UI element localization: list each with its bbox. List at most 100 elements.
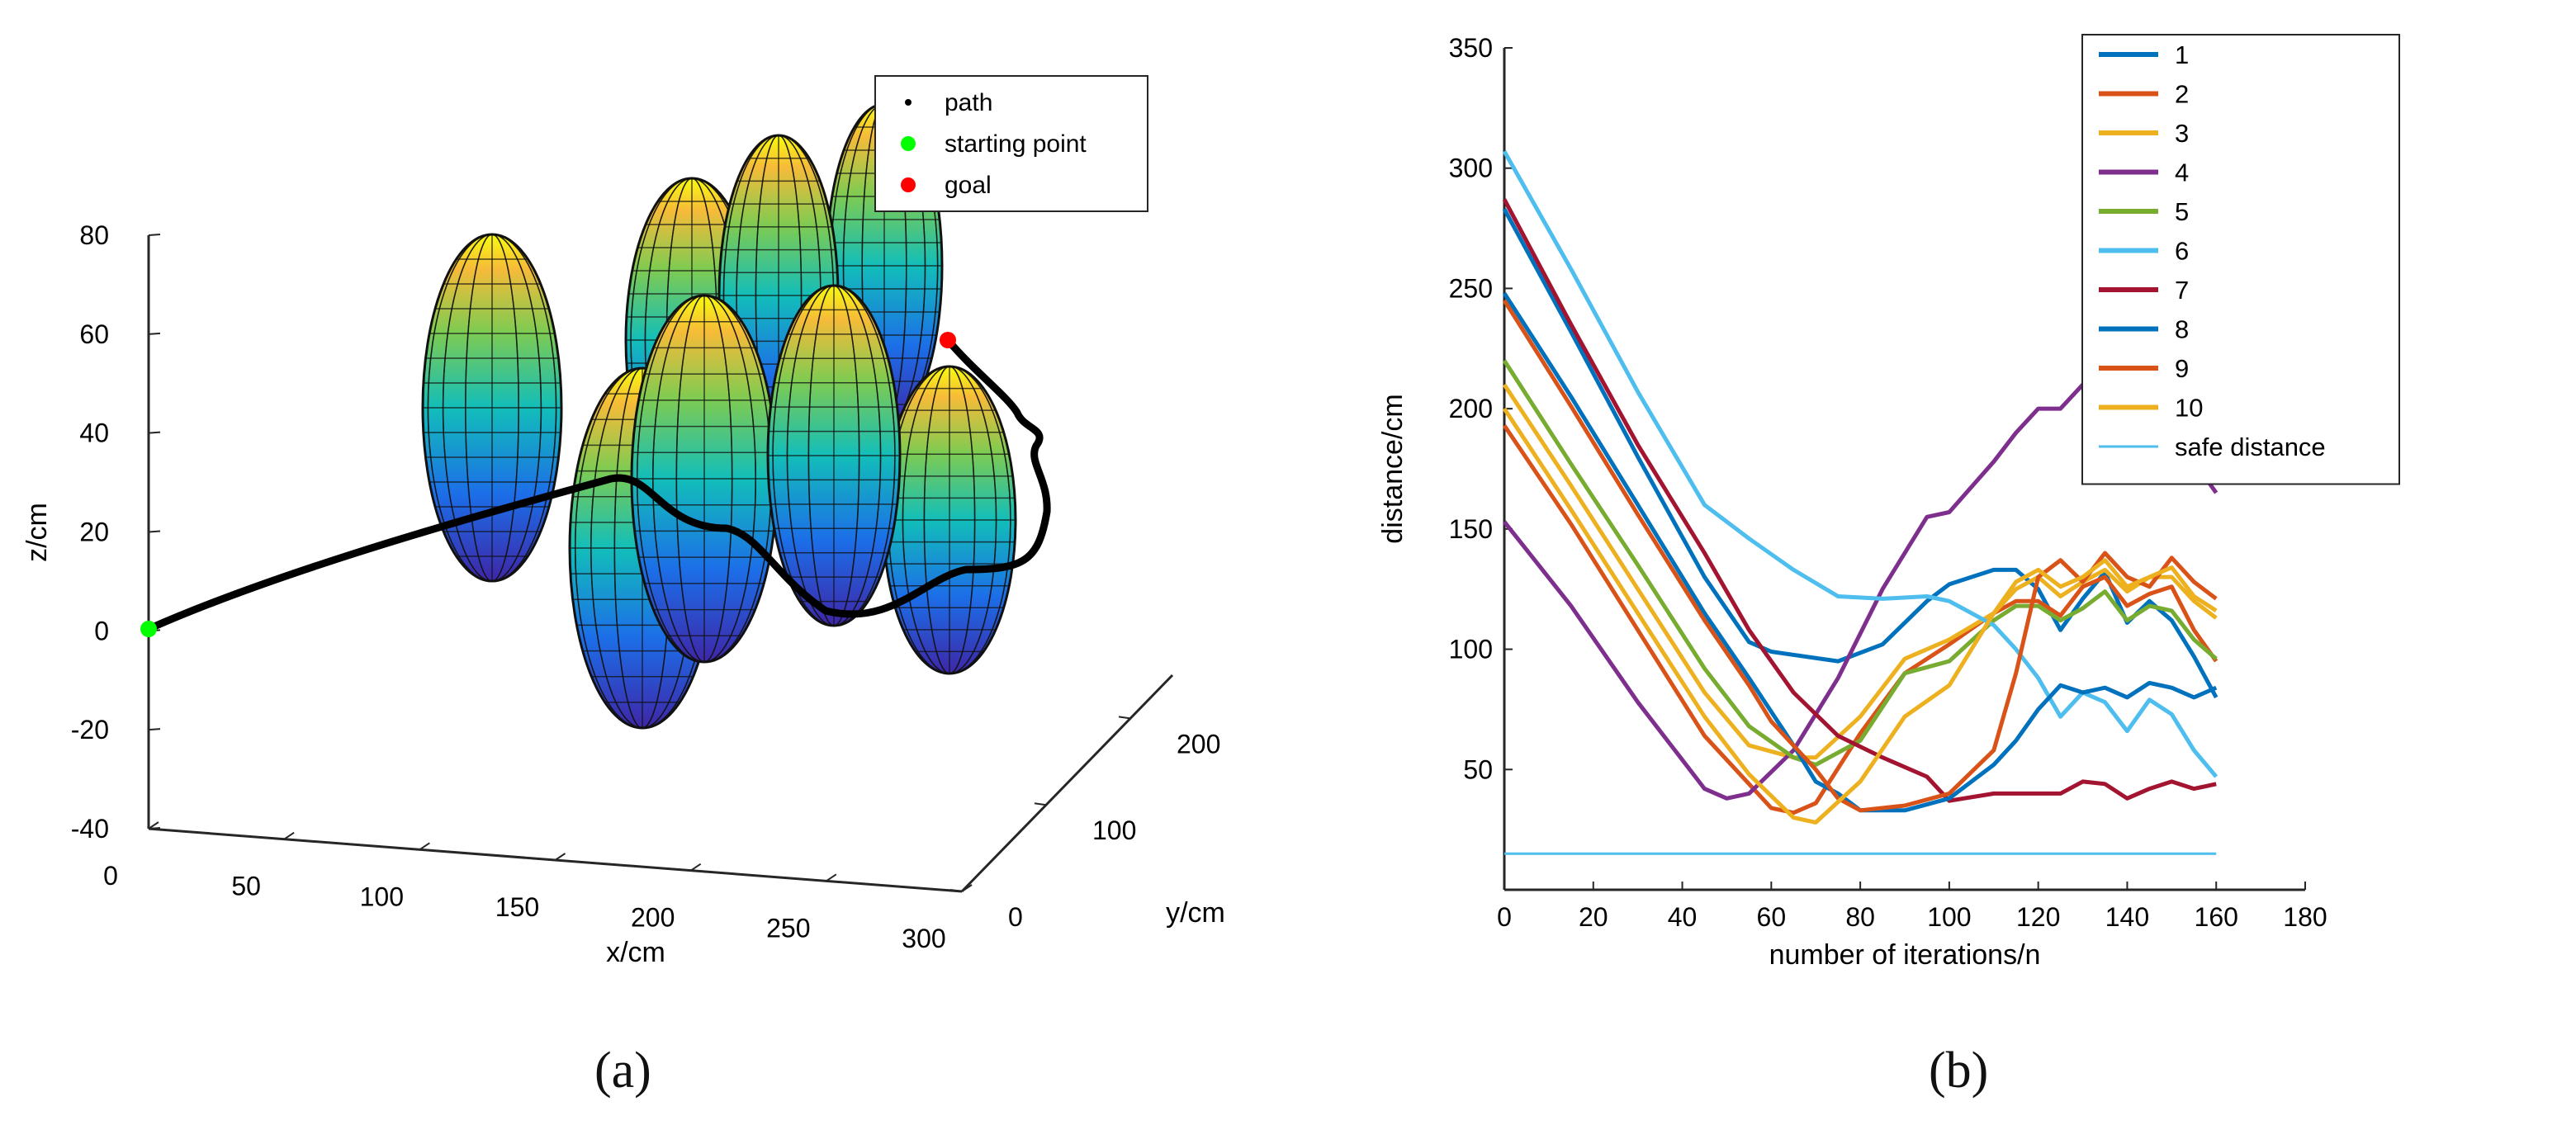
legend-box-b <box>2081 34 2400 485</box>
z-tick-label-a: 80 <box>79 220 109 250</box>
y-tick-label-b: 50 <box>1463 754 1493 784</box>
x-tick-label-b: 20 <box>1579 902 1608 932</box>
panel-a-3d-path-plot: 80 60 40 20 0 -20 -40 0 50 100 150 200 250 300 0 100 200… <box>21 75 1225 968</box>
y-tick-label-a: 200 <box>1177 729 1220 759</box>
y-tick-label-a: 0 <box>1008 902 1023 932</box>
path-a <box>140 332 1051 637</box>
y-tick-label-b: 200 <box>1449 394 1493 423</box>
y-tick-label-b: 100 <box>1449 635 1493 664</box>
plot-b-svg: 0 20 40 60 80 100 120 140 160 180 50 100 150 200 250 30… <box>1377 33 2400 971</box>
legend-label-a-0: path <box>945 89 992 116</box>
x-tick-label-b: 160 <box>2195 902 2238 932</box>
z-tick-mark-a <box>148 234 161 236</box>
x-tick-mark-a <box>961 884 973 892</box>
series-line-8 <box>1502 291 2218 813</box>
z-tick-label-a: 40 <box>79 418 109 448</box>
x-tick-mark-a <box>554 853 566 861</box>
x-tick-mark-a <box>419 842 430 851</box>
y-tick-mark-a <box>949 889 963 892</box>
x-tick-label-a: 0 <box>103 861 118 891</box>
y-tick-label-b: 300 <box>1449 154 1493 183</box>
x-tick-label-b: 100 <box>1927 902 1971 932</box>
z-axis-label-a: z/cm <box>21 503 53 562</box>
series-line-7 <box>1502 198 2217 803</box>
x-tick-label-b: 180 <box>2283 902 2327 932</box>
y-tick-label-b: 150 <box>1449 514 1493 544</box>
legend-label-7: 7 <box>2175 276 2189 305</box>
legend-label-1: 1 <box>2175 40 2189 69</box>
legend-marker-0 <box>905 99 912 106</box>
y-axis-label-a: y/cm <box>1166 897 1225 929</box>
y-tick-label-b: 250 <box>1449 273 1493 303</box>
obstacle-ellipsoid-6 <box>882 365 1017 675</box>
legend-label-5: 5 <box>2175 197 2189 226</box>
legend-label-11: safe distance <box>2175 433 2326 461</box>
x-tick-mark-a <box>148 821 159 830</box>
legend-marker-1 <box>901 136 916 151</box>
x-tick-label-a: 300 <box>902 924 945 953</box>
x-tick-label-b: 140 <box>2105 902 2149 932</box>
x-tick-mark-a <box>826 873 837 882</box>
legend-label-4: 4 <box>2175 158 2189 187</box>
panel-label-a: (a) <box>594 1042 651 1099</box>
legend-label-9: 9 <box>2175 354 2189 383</box>
x-tick-label-b: 0 <box>1497 902 1512 932</box>
series-line-10 <box>1502 407 2218 825</box>
x-tick-label-b: 80 <box>1845 902 1875 932</box>
x-tick-mark-a <box>690 863 702 872</box>
series-lines-b <box>1502 150 2218 855</box>
x-tick-label-b: 40 <box>1668 902 1698 932</box>
axes-frame-b <box>1503 48 2305 891</box>
goal-marker <box>940 332 956 348</box>
x-axis-label-b: number of iterations/n <box>1769 939 2041 971</box>
legend-label-8: 8 <box>2175 315 2189 344</box>
x-tick-mark-a <box>283 831 295 840</box>
z-tick-label-a: -40 <box>71 814 109 844</box>
z-tick-mark-a <box>148 827 161 830</box>
z-tick-mark-a <box>148 332 161 335</box>
legend-label-3: 3 <box>2175 119 2189 148</box>
y-tick-label-a: 100 <box>1092 815 1136 845</box>
x-tick-label-a: 250 <box>766 913 810 943</box>
y-tick-mark-a <box>1118 716 1131 720</box>
obstacle-grid-lon <box>427 234 557 582</box>
legend-label-a-2: goal <box>945 172 992 199</box>
legend-label-10: 10 <box>2175 394 2203 423</box>
x-tick-label-b: 60 <box>1757 902 1787 932</box>
z-tick-mark-a <box>148 728 161 731</box>
legend-box-a <box>874 75 1148 212</box>
series-line-5 <box>1502 359 2218 767</box>
x-tick-label-b: 120 <box>2016 902 2060 932</box>
legend-label-6: 6 <box>2175 237 2189 266</box>
y-tick-label-b: 350 <box>1449 33 1493 63</box>
path-line-a <box>144 336 1051 633</box>
obstacle-ellipsoid-7 <box>630 294 779 664</box>
legend-label-a-1: starting point <box>945 130 1087 158</box>
series-line-6 <box>1502 150 2218 778</box>
y-axis-line-a <box>960 674 1174 893</box>
y-tick-mark-a <box>1034 802 1047 806</box>
obstacle-ellipsoid-1 <box>421 233 563 583</box>
z-tick-label-a: -20 <box>71 715 109 745</box>
y-axis-label-b: distance/cm <box>1377 394 1409 543</box>
legend-label-2: 2 <box>2175 80 2189 109</box>
tick-labels-b: 0 20 40 60 80 100 120 140 160 180 50 100 150 200 250 30… <box>1449 33 2327 932</box>
z-tick-label-a: 0 <box>94 616 109 645</box>
x-axis-label-a: x/cm <box>606 937 665 968</box>
legend-marker-2 <box>901 177 916 192</box>
starting-point-marker <box>140 621 157 637</box>
z-tick-label-a: 60 <box>79 319 109 349</box>
panel-label-b: (b) <box>1929 1042 1989 1099</box>
x-tick-label-a: 50 <box>231 872 261 901</box>
obstacle-grid-lon <box>772 285 896 626</box>
x-tick-label-a: 100 <box>360 882 404 911</box>
panel-b-distance-plot: 0 20 40 60 80 100 120 140 160 180 50 100 150 200 250 30… <box>1288 0 2576 1144</box>
legend-a: path starting point goal <box>874 75 1148 212</box>
x-tick-label-a: 200 <box>631 903 675 933</box>
x-tick-label-a: 150 <box>495 892 539 922</box>
obstacle-ellipsoid-8 <box>766 284 902 627</box>
legend-b: 1 2 3 4 5 6 7 8 9 10 safe distance <box>2081 34 2400 485</box>
z-tick-label-a: 20 <box>79 518 109 547</box>
